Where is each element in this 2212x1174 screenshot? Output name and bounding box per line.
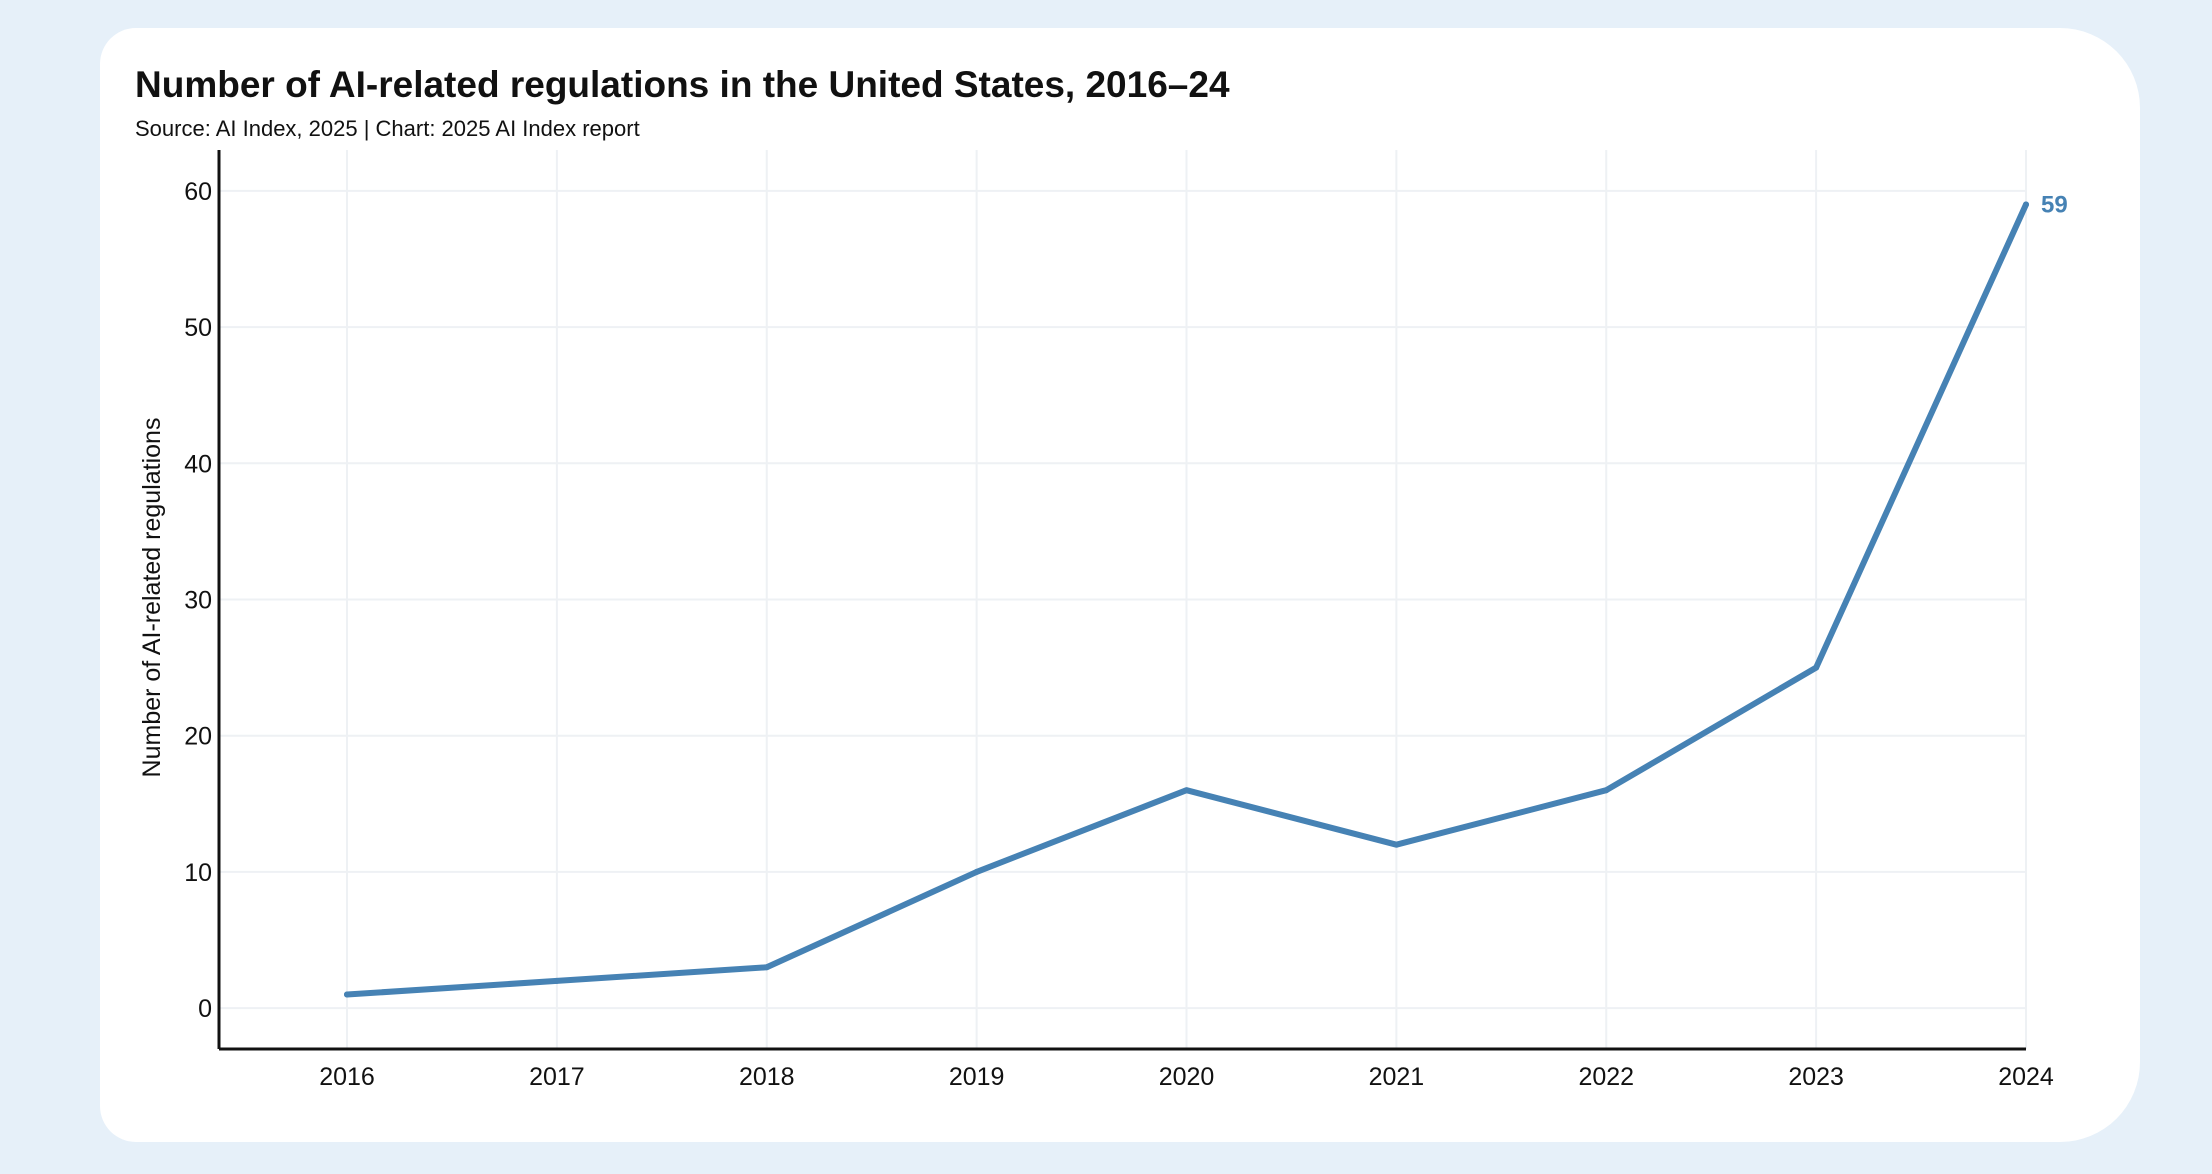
data-point-2017 xyxy=(553,977,560,984)
y-tick-labels: 0 10 20 30 40 50 60 xyxy=(184,178,212,1023)
y-axis-label: Number of AI-related regulations xyxy=(138,418,166,778)
end-value-label: 59 xyxy=(2041,191,2068,218)
y-tick-label: 50 xyxy=(184,314,212,342)
y-tick-label: 10 xyxy=(184,859,212,887)
series xyxy=(344,201,2029,998)
data-point-2023 xyxy=(1813,664,1820,671)
x-tick-label: 2021 xyxy=(1369,1063,1425,1091)
axes xyxy=(217,150,2026,1051)
x-tick-labels: 2016 2017 2018 2019 2020 2021 2022 2023 2024 xyxy=(319,1063,2054,1091)
x-tick-label: 2017 xyxy=(529,1063,585,1091)
data-point-2021 xyxy=(1393,841,1400,848)
data-point-2024 xyxy=(2023,201,2029,208)
x-tick-label: 2016 xyxy=(319,1063,375,1091)
x-tick-label: 2019 xyxy=(949,1063,1005,1091)
y-tick-label: 40 xyxy=(184,450,212,478)
x-tick-label: 2018 xyxy=(739,1063,795,1091)
x-tick-label: 2023 xyxy=(1788,1063,1844,1091)
y-tick-label: 60 xyxy=(184,178,212,206)
data-point-2022 xyxy=(1603,787,1610,794)
gridlines xyxy=(219,150,2027,1049)
y-tick-label: 20 xyxy=(184,723,212,751)
data-point-2018 xyxy=(763,964,770,971)
y-tick-label: 30 xyxy=(184,587,212,615)
x-tick-label: 2022 xyxy=(1578,1063,1634,1091)
chart-card xyxy=(100,28,2140,1142)
x-tick-label: 2024 xyxy=(1998,1063,2054,1091)
chart-title: Number of AI-related regulations in the … xyxy=(135,64,1230,105)
data-point-2016 xyxy=(344,991,350,998)
x-tick-label: 2020 xyxy=(1159,1063,1215,1091)
y-tick-label: 0 xyxy=(198,995,212,1023)
chart-source: Source: AI Index, 2025 | Chart: 2025 AI … xyxy=(135,116,640,141)
data-point-2019 xyxy=(973,868,980,875)
data-point-2020 xyxy=(1183,787,1190,794)
